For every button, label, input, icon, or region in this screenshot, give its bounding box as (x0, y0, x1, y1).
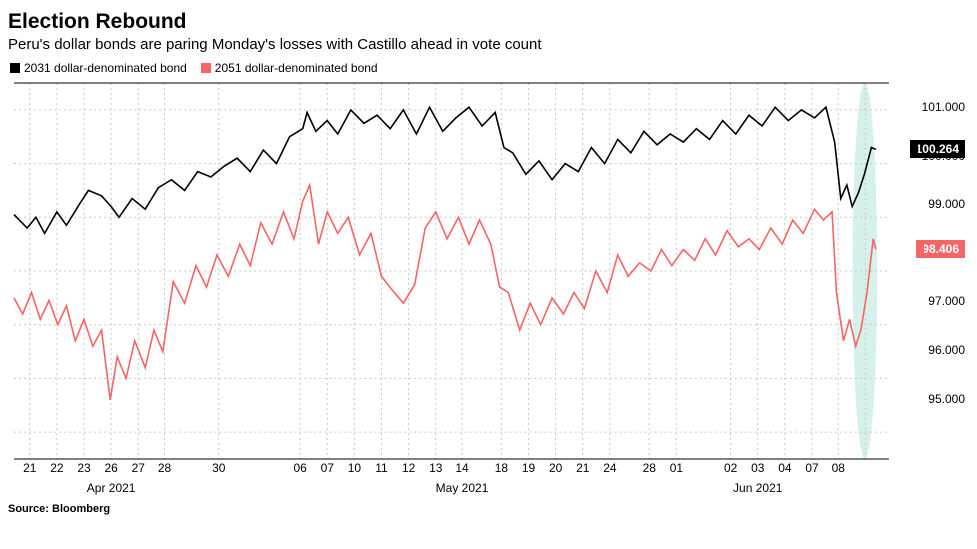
x-tick-label: 28 (643, 461, 656, 475)
y-tick-label: 95.000 (928, 392, 965, 406)
x-tick-label: 08 (832, 461, 845, 475)
x-tick-label: 23 (77, 461, 90, 475)
chart-area: 95.00096.00097.00098.00099.000100.000101… (8, 79, 969, 499)
legend-item-2031: 2031 dollar-denominated bond (10, 61, 187, 75)
y-tick-label: 101.000 (922, 100, 965, 114)
x-tick-label: 02 (724, 461, 737, 475)
legend: 2031 dollar-denominated bond 2051 dollar… (8, 61, 969, 75)
legend-item-2051: 2051 dollar-denominated bond (201, 61, 378, 75)
legend-label: 2051 dollar-denominated bond (215, 61, 378, 75)
line-chart-svg (8, 79, 969, 499)
x-tick-label: 12 (402, 461, 415, 475)
value-badge-2031: 100.264 (910, 140, 965, 158)
x-tick-label: 18 (495, 461, 508, 475)
chart-subtitle: Peru's dollar bonds are paring Monday's … (8, 36, 969, 53)
y-tick-label: 96.000 (928, 343, 965, 357)
x-month-label: Apr 2021 (87, 481, 136, 495)
x-tick-label: 13 (429, 461, 442, 475)
x-tick-label: 28 (158, 461, 171, 475)
value-badge-2051: 98.406 (916, 240, 965, 258)
x-axis-month-labels: Apr 2021 May 2021 Jun 2021 (8, 481, 889, 497)
y-axis-labels: 95.00096.00097.00098.00099.000100.000101… (895, 79, 965, 459)
legend-label: 2031 dollar-denominated bond (24, 61, 187, 75)
x-tick-label: 11 (375, 461, 387, 475)
x-tick-label: 06 (293, 461, 306, 475)
x-tick-label: 26 (104, 461, 117, 475)
x-tick-label: 01 (670, 461, 683, 475)
x-tick-label: 24 (603, 461, 616, 475)
x-month-label: May 2021 (436, 481, 489, 495)
x-tick-label: 04 (778, 461, 791, 475)
y-tick-label: 97.000 (928, 294, 965, 308)
x-axis-day-labels: 21 22 23 26 27 28 30 06 07 10 11 12 13 14 18 19 20 21 24 28… (8, 461, 889, 477)
legend-swatch (10, 63, 20, 73)
x-tick-label: 27 (132, 461, 145, 475)
x-tick-label: 19 (522, 461, 535, 475)
x-tick-label: 20 (549, 461, 562, 475)
chart-title: Election Rebound (8, 10, 969, 34)
legend-swatch (201, 63, 211, 73)
x-tick-label: 21 (23, 461, 36, 475)
y-tick-label: 99.000 (928, 197, 965, 211)
x-tick-label: 07 (805, 461, 818, 475)
x-tick-label: 30 (212, 461, 225, 475)
chart-source: Source: Bloomberg (8, 503, 969, 515)
x-tick-label: 22 (50, 461, 63, 475)
x-tick-label: 03 (751, 461, 764, 475)
x-tick-label: 10 (348, 461, 361, 475)
x-tick-label: 14 (455, 461, 468, 475)
x-tick-label: 21 (576, 461, 589, 475)
x-tick-label: 07 (321, 461, 334, 475)
x-month-label: Jun 2021 (733, 481, 782, 495)
